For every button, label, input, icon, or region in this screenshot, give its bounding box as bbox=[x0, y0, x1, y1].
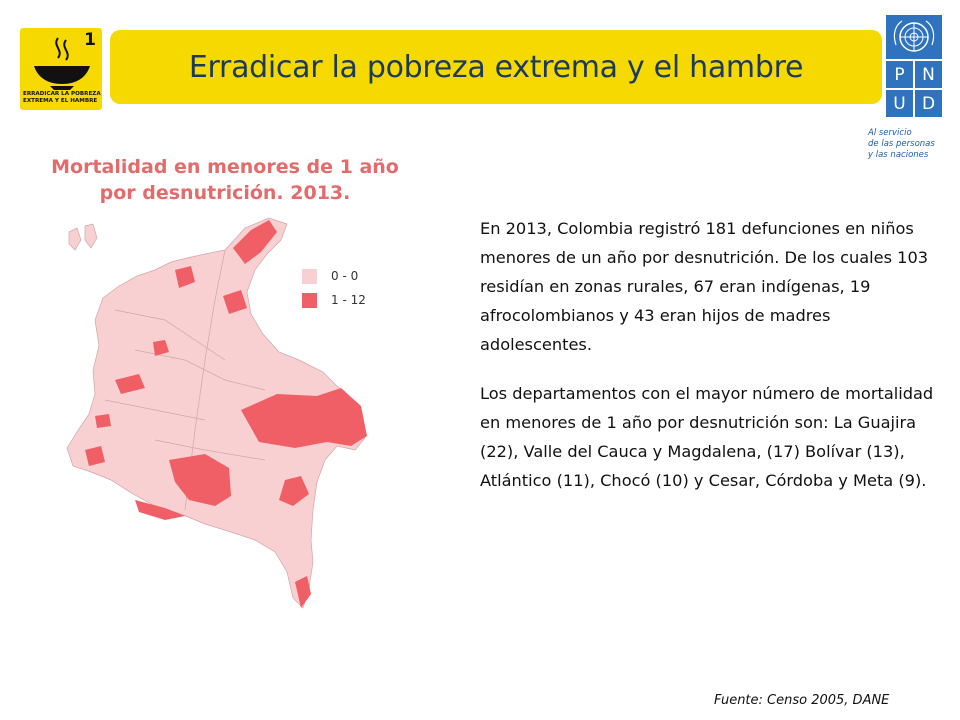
legend-item: 1 - 12 bbox=[302, 288, 366, 312]
paragraph-departments: Los departamentos con el mayor número de… bbox=[480, 384, 934, 490]
tagline-line1: Al servicio bbox=[868, 128, 912, 138]
goal-caption-line1: ERRADICAR LA POBREZA bbox=[23, 91, 101, 97]
mdg-goal-1-logo: 1 ERRADICAR LA POBREZA EXTREMA Y EL HAMB… bbox=[20, 28, 102, 110]
pnud-logo: P N U D bbox=[886, 15, 942, 117]
tagline-line2: de las personas bbox=[868, 139, 935, 149]
colombia-map bbox=[66, 217, 367, 609]
map-title-line1: Mortalidad en menores de 1 año bbox=[51, 156, 399, 178]
content-text: En 2013, Colombia registró 181 defuncion… bbox=[480, 214, 942, 515]
map-title: Mortalidad en menores de 1 año por desnu… bbox=[50, 154, 400, 206]
map-title-line2: por desnutrición. 2013. bbox=[99, 182, 351, 204]
legend-label-low: 0 - 0 bbox=[331, 269, 359, 283]
tagline-line3: y las naciones bbox=[868, 150, 929, 160]
title-banner: Erradicar la pobreza extrema y el hambre bbox=[110, 30, 882, 104]
legend-swatch-low bbox=[302, 268, 317, 284]
page-title: Erradicar la pobreza extrema y el hambre bbox=[188, 49, 804, 85]
logo-letter-p: P bbox=[886, 61, 913, 88]
logo-letter-n: N bbox=[915, 61, 942, 88]
logo-letter-u: U bbox=[886, 90, 913, 117]
map-legend: 0 - 0 1 - 12 bbox=[302, 264, 366, 312]
goal-caption: ERRADICAR LA POBREZA EXTREMA Y EL HAMBRE bbox=[23, 91, 101, 105]
un-emblem-icon bbox=[886, 15, 942, 59]
legend-item: 0 - 0 bbox=[302, 264, 366, 288]
logo-letter-d: D bbox=[915, 90, 942, 117]
goal-caption-line2: EXTREMA Y EL HAMBRE bbox=[23, 98, 98, 104]
pnud-tagline: Al servicio de las personas y las nacion… bbox=[868, 128, 958, 161]
source-note: Fuente: Censo 2005, DANE bbox=[714, 693, 890, 708]
paragraph-mortality-stats: En 2013, Colombia registró 181 defuncion… bbox=[480, 219, 929, 354]
legend-label-high: 1 - 12 bbox=[331, 293, 366, 307]
soup-bowl-icon bbox=[34, 37, 90, 90]
goal-number: 1 bbox=[84, 30, 96, 50]
legend-swatch-high bbox=[302, 292, 317, 308]
